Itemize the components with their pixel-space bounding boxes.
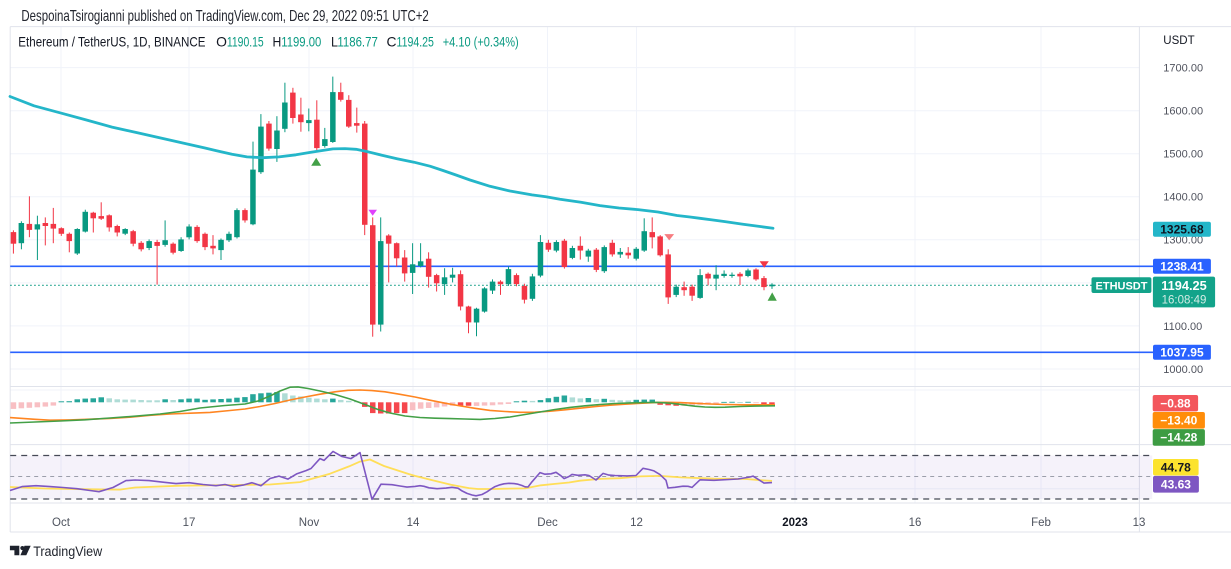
svg-text:1194.25: 1194.25 [397,34,435,50]
svg-text:Oct: Oct [52,517,71,529]
svg-text:C: C [387,34,397,50]
svg-text:1400.00: 1400.00 [1163,192,1203,204]
svg-text:43.63: 43.63 [1161,478,1191,492]
svg-text:13: 13 [1133,517,1146,529]
svg-text:Feb: Feb [1031,517,1051,529]
svg-text:1100.00: 1100.00 [1163,321,1202,333]
svg-text:14: 14 [407,517,420,529]
svg-text:O: O [216,34,227,50]
svg-text:+4.10 (+0.34%): +4.10 (+0.34%) [443,34,519,50]
svg-text:1190.15: 1190.15 [227,34,264,50]
svg-text:44.78: 44.78 [1161,461,1191,475]
svg-text:1300.00: 1300.00 [1163,235,1203,247]
svg-text:1194.25: 1194.25 [1161,278,1207,293]
svg-text:1199.00: 1199.00 [281,34,321,50]
svg-text:H: H [273,34,282,50]
svg-text:DespoinaTsirogianni published: DespoinaTsirogianni published on Trading… [21,8,428,25]
svg-text:1600.00: 1600.00 [1163,106,1203,118]
svg-text:12: 12 [630,517,643,529]
svg-text:1700.00: 1700.00 [1163,63,1203,75]
svg-text:Nov: Nov [299,517,320,529]
svg-text:1238.41: 1238.41 [1160,260,1204,274]
svg-text:1500.00: 1500.00 [1163,149,1203,161]
svg-text:L: L [331,34,338,50]
svg-text:−0.88: −0.88 [1160,397,1191,411]
svg-text:1037.95: 1037.95 [1160,346,1204,360]
svg-text:ETHUSDT: ETHUSDT [1096,280,1148,292]
svg-text:−13.40: −13.40 [1160,414,1197,428]
svg-text:2023: 2023 [782,517,808,529]
svg-text:16:08:49: 16:08:49 [1162,295,1207,307]
svg-text:1186.77: 1186.77 [337,34,378,50]
svg-text:17: 17 [183,517,196,529]
svg-text:TradingView: TradingView [33,544,102,559]
svg-text:16: 16 [909,517,922,529]
svg-text:1000.00: 1000.00 [1163,364,1203,376]
svg-text:−14.28: −14.28 [1160,431,1197,445]
svg-text:USDT: USDT [1163,35,1194,47]
svg-text:Ethereum / TetherUS, 1D, BINAN: Ethereum / TetherUS, 1D, BINANCE [18,34,205,50]
svg-text:Dec: Dec [537,517,558,529]
svg-text:1325.68: 1325.68 [1160,223,1204,237]
